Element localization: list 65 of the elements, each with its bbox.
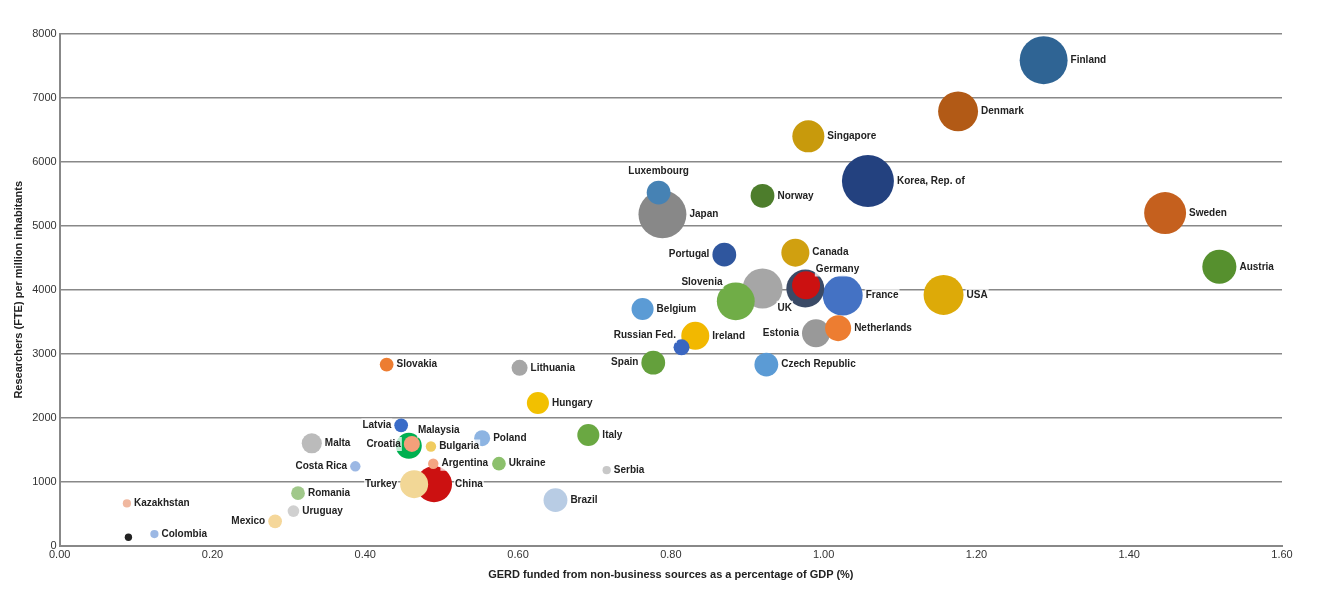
series-label: Costa Rica [295,460,348,472]
series-label: Luxembourg [628,165,689,177]
series-label: Japan [689,208,719,220]
series-label: Portugal [668,248,710,260]
series-label: Mexico [231,515,266,527]
series-label: Kazakhstan [134,497,190,509]
series-label: Finland [1070,53,1107,65]
series-label: Sweden [1189,206,1227,218]
y-tick-label: 4000 [32,282,57,295]
series-label: Serbia [613,463,645,475]
series-label: Czech Republic [781,358,857,370]
series-label: Lithuania [530,361,576,373]
y-tick-label: 0 [50,538,57,551]
series-label: Russian Fed. [613,329,677,341]
series-label: China [455,477,484,489]
x-tick-label: 0.40 [354,548,376,561]
series-label: Latvia [362,419,392,431]
series-label: UK [777,301,793,313]
series-label: Estonia [762,327,800,339]
y-tick-label: 6000 [32,154,57,167]
series-label: USA [966,288,988,300]
series-label: Denmark [981,105,1025,117]
series-label: France [865,289,899,301]
series-label: Turkey [365,477,398,489]
y-tick-label: 8000 [32,27,57,40]
series-label: Norway [777,189,814,201]
x-tick-label: 1.60 [1271,548,1293,561]
x-tick-label: 0.80 [660,548,682,561]
y-tick-label: 2000 [32,410,57,423]
series-label: Austria [1239,260,1275,272]
series-label: Germany [815,263,860,275]
series-label: Ukraine [508,457,546,469]
series-label: Brazil [570,493,598,505]
x-tick-label: 1.20 [965,548,988,561]
series-label: Romania [307,486,351,498]
y-axis-title: Researchers (FTE) per million inhabitants [11,181,24,399]
series-label: Uruguay [302,504,344,516]
series-label: Bulgaria [439,440,480,452]
y-tick-label: 7000 [32,90,57,103]
x-tick-label: 0.00 [48,548,71,561]
series-label: Croatia [366,437,402,449]
y-tick-label: 5000 [32,218,57,231]
y-tick-label: 3000 [32,346,57,359]
series-label: Italy [602,428,623,440]
series-label: Spain [611,356,639,368]
series-label: Netherlands [854,321,913,333]
series-label: Malaysia [417,424,461,436]
series-label: Belgium [656,302,697,314]
x-tick-label: 1.40 [1118,548,1140,561]
series-label: Ireland [712,329,746,341]
x-tick-label: 1.00 [812,548,835,561]
series-label: Colombia [161,527,208,539]
series-label: Poland [493,431,527,443]
series-label: Singapore [827,130,877,142]
series-label: Slovakia [396,358,438,370]
series-label: Slovenia [681,275,723,287]
series-label: Malta [324,437,351,449]
x-axis-title: GERD funded from non-business sources as a percentage of GDP (%) [488,568,854,581]
y-tick-label: 1000 [32,474,57,487]
series-label: Korea, Rep. of [896,174,966,186]
series-label: Canada [812,246,849,258]
series-label: Argentina [441,457,489,469]
x-tick-label: 0.20 [201,548,224,561]
x-tick-label: 0.60 [507,548,529,561]
series-label: Hungary [551,396,593,408]
